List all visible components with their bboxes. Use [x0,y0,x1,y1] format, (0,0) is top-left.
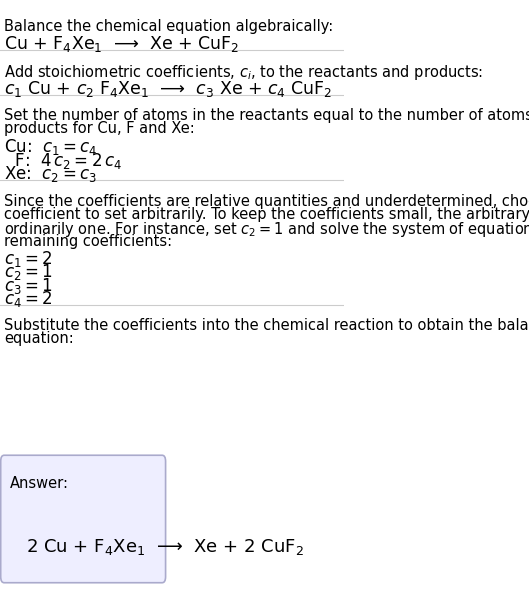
Text: remaining coefficients:: remaining coefficients: [4,234,172,249]
Text: 2 Cu + F$_4$Xe$_1$  ⟶  Xe + 2 CuF$_2$: 2 Cu + F$_4$Xe$_1$ ⟶ Xe + 2 CuF$_2$ [26,537,304,557]
Text: products for Cu, F and Xe:: products for Cu, F and Xe: [4,121,195,137]
Text: F:  $4\,c_2 = 2\,c_4$: F: $4\,c_2 = 2\,c_4$ [4,151,122,171]
Text: Set the number of atoms in the reactants equal to the number of atoms in the: Set the number of atoms in the reactants… [4,108,529,123]
Text: $c_1$ Cu + $c_2$ F$_4$Xe$_1$  ⟶  $c_3$ Xe + $c_4$ CuF$_2$: $c_1$ Cu + $c_2$ F$_4$Xe$_1$ ⟶ $c_3$ Xe … [4,79,333,99]
Text: equation:: equation: [4,331,74,347]
Text: Cu:  $c_1 = c_4$: Cu: $c_1 = c_4$ [4,137,98,157]
Text: Add stoichiometric coefficients, $c_i$, to the reactants and products:: Add stoichiometric coefficients, $c_i$, … [4,63,484,82]
Text: Answer:: Answer: [10,476,69,492]
Text: Cu + F$_4$Xe$_1$  ⟶  Xe + CuF$_2$: Cu + F$_4$Xe$_1$ ⟶ Xe + CuF$_2$ [4,34,239,54]
FancyBboxPatch shape [1,455,166,583]
Text: $c_1 = 2$: $c_1 = 2$ [4,249,52,269]
Text: Balance the chemical equation algebraically:: Balance the chemical equation algebraica… [4,19,333,35]
Text: Xe:  $c_2 = c_3$: Xe: $c_2 = c_3$ [4,164,97,185]
Text: Since the coefficients are relative quantities and underdetermined, choose a: Since the coefficients are relative quan… [4,194,529,209]
Text: Substitute the coefficients into the chemical reaction to obtain the balanced: Substitute the coefficients into the che… [4,318,529,333]
Text: $c_2 = 1$: $c_2 = 1$ [4,262,53,282]
Text: coefficient to set arbitrarily. To keep the coefficients small, the arbitrary va: coefficient to set arbitrarily. To keep … [4,207,529,222]
Text: $c_3 = 1$: $c_3 = 1$ [4,276,53,296]
Text: ordinarily one. For instance, set $c_2 = 1$ and solve the system of equations fo: ordinarily one. For instance, set $c_2 =… [4,220,529,239]
Text: $c_4 = 2$: $c_4 = 2$ [4,289,52,309]
